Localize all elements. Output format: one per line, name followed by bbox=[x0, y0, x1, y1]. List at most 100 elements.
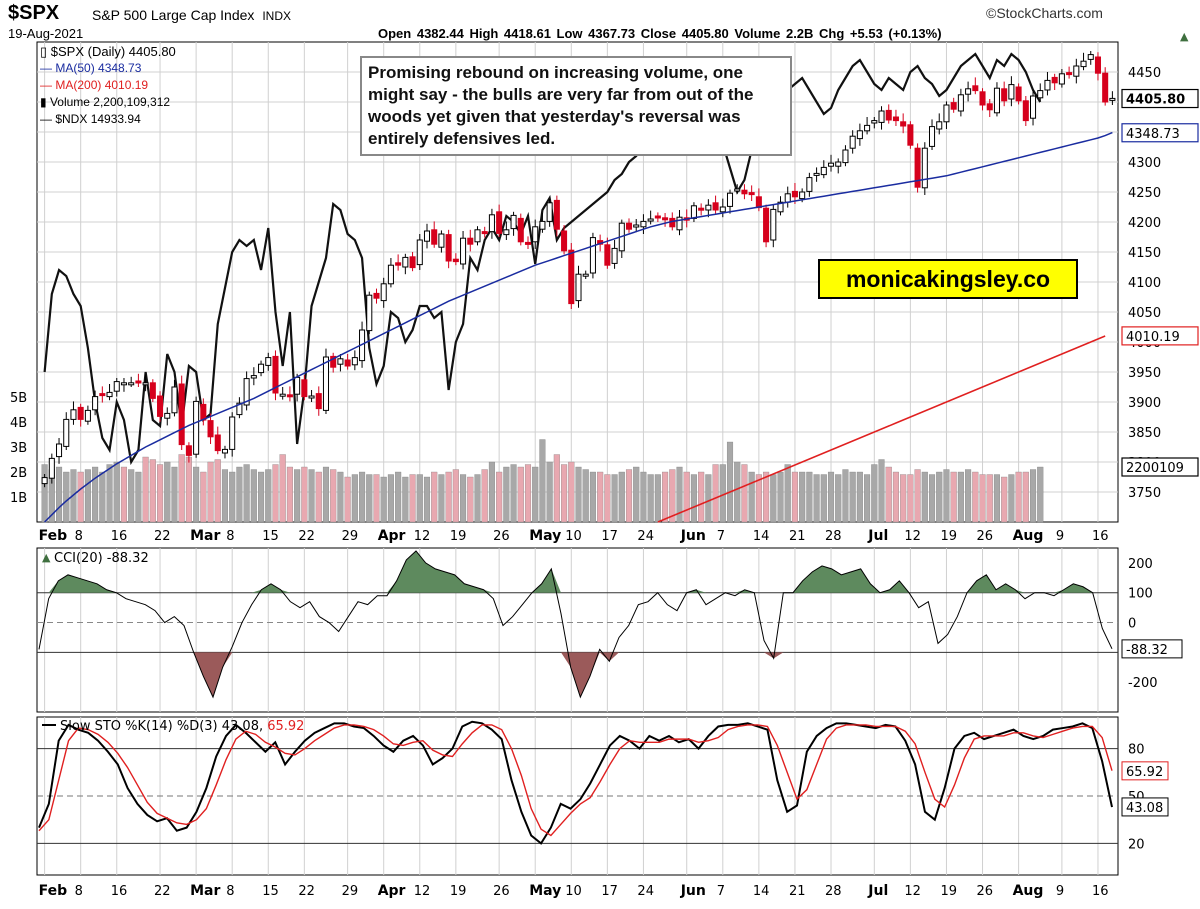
candle-body bbox=[791, 190, 798, 198]
x-axis-label-top: Apr bbox=[378, 528, 406, 544]
legend-ndx: — $NDX 14933.94 bbox=[40, 112, 141, 126]
volume-bar bbox=[84, 469, 91, 523]
candle-body bbox=[813, 172, 820, 176]
volume-bar bbox=[330, 469, 337, 523]
volume-bar bbox=[63, 471, 70, 523]
candle-body bbox=[301, 379, 308, 398]
candle-body bbox=[416, 239, 423, 266]
x-axis-label-bottom: 10 bbox=[565, 884, 582, 899]
volume-bar bbox=[633, 466, 640, 523]
candle-body bbox=[950, 102, 957, 110]
candle-body bbox=[402, 256, 409, 268]
candle-body bbox=[431, 229, 438, 245]
candle-body bbox=[351, 357, 358, 366]
volume-bar bbox=[142, 456, 149, 523]
volume-bar bbox=[524, 464, 532, 523]
x-axis-label-top: 12 bbox=[904, 529, 921, 544]
sto-k-tag: 43.08 bbox=[1126, 801, 1163, 816]
x-axis-label-bottom: 12 bbox=[904, 884, 921, 899]
volume-bar bbox=[532, 466, 539, 523]
x-axis-label-bottom: 24 bbox=[637, 884, 654, 899]
chart-date: 19-Aug-2021 bbox=[8, 26, 84, 41]
cci-panel-frame bbox=[36, 547, 1119, 713]
volume-bar bbox=[258, 471, 265, 523]
candle-body bbox=[56, 443, 63, 458]
volume-bar bbox=[193, 466, 200, 523]
cci-overbought-fill bbox=[39, 550, 1112, 593]
candle-body bbox=[41, 477, 48, 485]
candle-body bbox=[113, 381, 120, 392]
volume-bar bbox=[467, 476, 474, 523]
volume-bar bbox=[907, 474, 914, 523]
volume-bar bbox=[885, 466, 892, 523]
volume-bar bbox=[611, 474, 618, 523]
volume-bar bbox=[517, 466, 524, 523]
x-axis-label-bottom: 26 bbox=[493, 884, 510, 899]
candle-body bbox=[1015, 86, 1022, 102]
x-axis-label-bottom: 9 bbox=[1056, 884, 1064, 899]
volume-bar bbox=[892, 471, 899, 523]
volume-bar bbox=[719, 464, 726, 523]
volume-bar bbox=[799, 471, 806, 523]
volume-bar bbox=[185, 456, 192, 523]
candle-body bbox=[236, 402, 243, 416]
volume-bar bbox=[698, 471, 705, 523]
legend-volume: ▮ Volume 2,200,109,312 bbox=[40, 95, 171, 109]
volume-bar bbox=[575, 466, 582, 523]
volume-bar bbox=[806, 471, 813, 523]
volume-bar bbox=[950, 471, 957, 523]
watermark-label[interactable]: monicakingsley.co bbox=[818, 259, 1078, 299]
candle-body bbox=[719, 206, 726, 213]
sto-line-d bbox=[38, 724, 1113, 837]
x-axis-label-top: 28 bbox=[825, 529, 842, 544]
candle-body bbox=[957, 94, 964, 112]
volume-bar bbox=[77, 471, 84, 523]
volume-value-tag-box bbox=[1121, 457, 1199, 477]
x-axis-label-top: 26 bbox=[493, 529, 510, 544]
volume-bar bbox=[200, 471, 207, 523]
volume-bar bbox=[568, 461, 575, 523]
volume-bar bbox=[705, 474, 712, 523]
candle-body bbox=[77, 406, 84, 420]
brand-logo-text[interactable]: ©StockCharts.com bbox=[986, 5, 1103, 21]
candle-body bbox=[510, 214, 517, 230]
volume-bar bbox=[928, 474, 936, 523]
x-axis-label-top: 24 bbox=[637, 529, 654, 544]
volume-bar bbox=[265, 469, 272, 523]
candle-body bbox=[142, 382, 149, 386]
ma50-value-tag-box bbox=[1121, 123, 1199, 143]
volume-bar bbox=[647, 474, 654, 523]
legend-ma200-text: MA(200) 4010.19 bbox=[55, 78, 149, 92]
legend-ma50-text: MA(50) 4348.73 bbox=[55, 61, 142, 75]
candle-body bbox=[864, 124, 871, 132]
price-tick-label: 4150 bbox=[1128, 246, 1161, 261]
volume-bar bbox=[149, 459, 156, 523]
x-axis-label-top: 16 bbox=[1092, 529, 1109, 544]
candle-body bbox=[488, 214, 495, 233]
volume-bar bbox=[1029, 469, 1037, 523]
volume-bar bbox=[229, 471, 236, 523]
volume-bar bbox=[662, 471, 669, 523]
candle-body bbox=[258, 363, 265, 374]
candle-body bbox=[741, 189, 748, 195]
x-axis-label-bottom: Jul bbox=[867, 883, 888, 899]
candle-body bbox=[380, 283, 387, 302]
x-axis-label-top: 8 bbox=[75, 529, 83, 544]
volume-bar bbox=[214, 459, 221, 523]
candle-body bbox=[993, 87, 1000, 114]
candle-body bbox=[676, 216, 683, 231]
price-tick-label: 4450 bbox=[1128, 66, 1161, 81]
volume-bar bbox=[820, 474, 827, 523]
volume-bar bbox=[503, 466, 510, 523]
volume-bar bbox=[878, 459, 885, 523]
candle-body bbox=[265, 357, 272, 366]
x-axis-label-top: 15 bbox=[262, 529, 279, 544]
candle-body bbox=[763, 207, 770, 243]
candle-body bbox=[575, 273, 582, 302]
volume-bar bbox=[900, 474, 907, 523]
candle-body bbox=[662, 217, 669, 221]
candle-body bbox=[1037, 90, 1044, 99]
x-axis-label-top: 14 bbox=[753, 529, 770, 544]
candle-body bbox=[546, 202, 553, 222]
volume-bar bbox=[359, 471, 366, 523]
